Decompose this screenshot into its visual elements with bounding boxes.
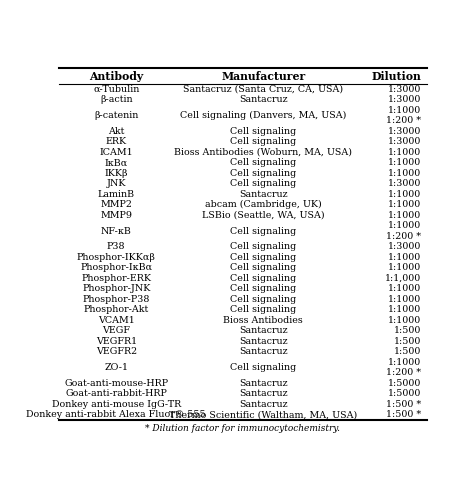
Text: IκBα: IκBα [105, 159, 128, 167]
Text: 1:1000: 1:1000 [388, 211, 421, 220]
Text: Santacruz: Santacruz [239, 347, 287, 356]
Text: Cell signaling: Cell signaling [230, 274, 296, 283]
Text: MMP2: MMP2 [100, 200, 132, 209]
Text: 1:500: 1:500 [394, 327, 421, 335]
Text: Donkey anti-rabbit Alexa Fluor® 555: Donkey anti-rabbit Alexa Fluor® 555 [27, 410, 206, 419]
Text: Santacruz: Santacruz [239, 389, 287, 398]
Text: 1:3000: 1:3000 [388, 137, 421, 146]
Text: Goat-anti-mouse-HRP: Goat-anti-mouse-HRP [64, 379, 168, 388]
Text: NF-κB: NF-κB [101, 227, 132, 236]
Text: Bioss Antibodies: Bioss Antibodies [223, 316, 303, 325]
Text: 1:500: 1:500 [394, 337, 421, 346]
Text: Cell signaling: Cell signaling [230, 159, 296, 167]
Text: LaminB: LaminB [98, 190, 135, 199]
Text: Santacruz: Santacruz [239, 400, 287, 409]
Text: Santacruz: Santacruz [239, 190, 287, 199]
Text: Cell signaling: Cell signaling [230, 137, 296, 146]
Text: Phosphor-P38: Phosphor-P38 [82, 295, 150, 304]
Text: Cell signaling: Cell signaling [230, 243, 296, 251]
Text: 1:200 *: 1:200 * [386, 232, 421, 241]
Text: 1:1000: 1:1000 [388, 284, 421, 293]
Text: LSBio (Seattle, WA, USA): LSBio (Seattle, WA, USA) [202, 211, 324, 220]
Text: Cell signaling: Cell signaling [230, 295, 296, 304]
Text: Thermo Scientific (Waltham, MA, USA): Thermo Scientific (Waltham, MA, USA) [169, 410, 357, 419]
Text: Santacruz: Santacruz [239, 95, 287, 105]
Text: Phosphor-JNK: Phosphor-JNK [82, 284, 150, 293]
Text: Cell signaling: Cell signaling [230, 169, 296, 178]
Text: Santacruz: Santacruz [239, 327, 287, 335]
Text: β-catenin: β-catenin [94, 111, 138, 120]
Text: Antibody: Antibody [89, 71, 143, 82]
Text: Cell signaling: Cell signaling [230, 284, 296, 293]
Text: Phosphor-Akt: Phosphor-Akt [83, 305, 149, 314]
Text: 1:3000: 1:3000 [388, 243, 421, 251]
Text: Phosphor-IκBα: Phosphor-IκBα [80, 263, 152, 273]
Text: Donkey anti-mouse IgG-TR: Donkey anti-mouse IgG-TR [52, 400, 181, 409]
Text: 1:200 *: 1:200 * [386, 368, 421, 377]
Text: 1:1000: 1:1000 [388, 295, 421, 304]
Text: * Dilution factor for immunocytochemistry.: * Dilution factor for immunocytochemistr… [146, 424, 340, 433]
Text: Cell signaling: Cell signaling [230, 253, 296, 262]
Text: Santacruz: Santacruz [239, 379, 287, 388]
Text: 1:1,000: 1:1,000 [385, 274, 421, 283]
Text: VEGFR1: VEGFR1 [96, 337, 137, 346]
Text: 1:1000: 1:1000 [388, 221, 421, 230]
Text: Cell signaling: Cell signaling [230, 127, 296, 136]
Text: 1:1000: 1:1000 [388, 190, 421, 199]
Text: MMP9: MMP9 [100, 211, 132, 220]
Text: β-actin: β-actin [100, 95, 133, 105]
Text: 1:1000: 1:1000 [388, 358, 421, 367]
Text: 1:1000: 1:1000 [388, 253, 421, 262]
Text: Cell signaling: Cell signaling [230, 227, 296, 236]
Text: 1:1000: 1:1000 [388, 148, 421, 157]
Text: 1:5000: 1:5000 [388, 379, 421, 388]
Text: P38: P38 [107, 243, 126, 251]
Text: Manufacturer: Manufacturer [221, 71, 305, 82]
Text: IKKβ: IKKβ [104, 169, 128, 178]
Text: Cell signaling: Cell signaling [230, 179, 296, 189]
Text: 1:200 *: 1:200 * [386, 116, 421, 126]
Text: Goat-anti-rabbit-HRP: Goat-anti-rabbit-HRP [65, 389, 167, 398]
Text: 1:1000: 1:1000 [388, 106, 421, 115]
Text: 1:500 *: 1:500 * [386, 410, 421, 419]
Text: 1:1000: 1:1000 [388, 305, 421, 314]
Text: ERK: ERK [106, 137, 127, 146]
Text: 1:3000: 1:3000 [388, 95, 421, 105]
Text: 1:3000: 1:3000 [388, 179, 421, 189]
Text: 1:3000: 1:3000 [388, 127, 421, 136]
Text: abcam (Cambridge, UK): abcam (Cambridge, UK) [205, 200, 321, 210]
Text: 1:1000: 1:1000 [388, 263, 421, 273]
Text: 1:500: 1:500 [394, 347, 421, 356]
Text: 1:500 *: 1:500 * [386, 400, 421, 409]
Text: VEGFR2: VEGFR2 [96, 347, 137, 356]
Text: Cell signaling: Cell signaling [230, 305, 296, 314]
Text: VEGF: VEGF [102, 327, 130, 335]
Text: 1:1000: 1:1000 [388, 159, 421, 167]
Text: 1:1000: 1:1000 [388, 200, 421, 209]
Text: Phosphor-ERK: Phosphor-ERK [81, 274, 151, 283]
Text: Cell signaling (Danvers, MA, USA): Cell signaling (Danvers, MA, USA) [180, 111, 346, 120]
Text: Bioss Antibodies (Woburn, MA, USA): Bioss Antibodies (Woburn, MA, USA) [174, 148, 352, 157]
Text: Dilution: Dilution [371, 71, 421, 82]
Text: Cell signaling: Cell signaling [230, 263, 296, 273]
Text: Santacruz (Santa Cruz, CA, USA): Santacruz (Santa Cruz, CA, USA) [183, 85, 343, 94]
Text: VCAM1: VCAM1 [98, 316, 135, 325]
Text: 1:5000: 1:5000 [388, 389, 421, 398]
Text: 1:3000: 1:3000 [388, 85, 421, 94]
Text: 1:1000: 1:1000 [388, 169, 421, 178]
Text: Santacruz: Santacruz [239, 337, 287, 346]
Text: α-Tubulin: α-Tubulin [93, 85, 139, 94]
Text: JNK: JNK [107, 179, 126, 189]
Text: Phosphor-IKKαβ: Phosphor-IKKαβ [77, 253, 155, 262]
Text: Cell signaling: Cell signaling [230, 363, 296, 372]
Text: ICAM1: ICAM1 [100, 148, 133, 157]
Text: ZO-1: ZO-1 [104, 363, 128, 372]
Text: 1:1000: 1:1000 [388, 316, 421, 325]
Text: Akt: Akt [108, 127, 124, 136]
